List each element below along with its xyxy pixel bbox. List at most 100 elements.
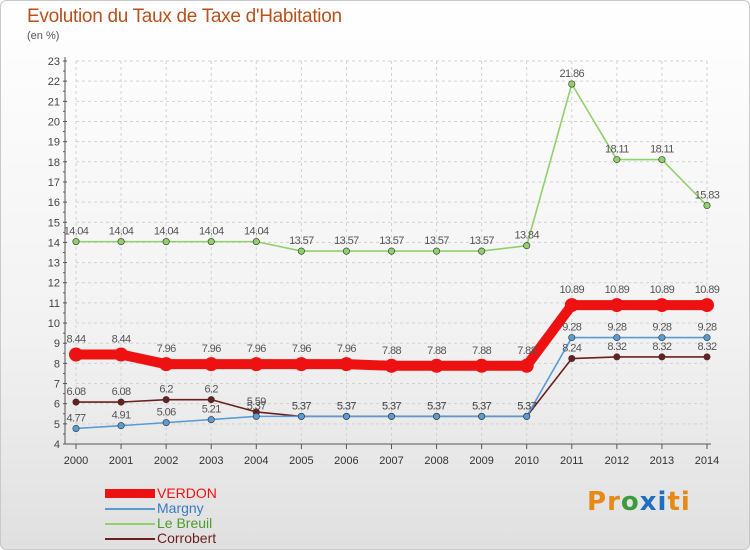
y-tick-label: 6 — [54, 399, 60, 411]
data-label-margny: 5.37 — [517, 400, 536, 412]
data-label-le-breuil: 13.57 — [334, 235, 359, 247]
data-label-verdon: 7.96 — [292, 343, 311, 355]
x-tick-label: 2003 — [199, 455, 223, 467]
point-margny — [252, 412, 260, 420]
point-verdon — [249, 357, 264, 372]
point-margny — [117, 422, 125, 430]
point-verdon — [700, 298, 714, 313]
data-label-corrobert: 6.2 — [159, 384, 173, 396]
legend-label: Corrobert — [157, 530, 217, 546]
point-corrobert — [658, 353, 666, 361]
point-le-breuil — [387, 247, 395, 255]
y-tick-label: 15 — [48, 217, 60, 229]
x-tick-label: 2002 — [154, 455, 178, 467]
point-le-breuil — [613, 156, 621, 164]
y-tick-label: 11 — [49, 298, 60, 310]
data-label-margny: 9.28 — [697, 322, 716, 334]
point-verdon — [114, 347, 129, 362]
y-tick-label: 13 — [48, 258, 60, 270]
y-tick-label: 21 — [48, 96, 60, 108]
logo-letter: i — [657, 487, 668, 517]
data-label-verdon: 7.88 — [382, 345, 401, 357]
x-tick-label: 2009 — [469, 455, 493, 467]
data-label-corrobert: 8.32 — [607, 341, 626, 353]
point-margny — [568, 334, 576, 342]
point-margny — [523, 412, 531, 420]
legend-swatch — [105, 507, 155, 510]
point-verdon — [429, 358, 444, 373]
x-tick-label: 2007 — [379, 455, 403, 467]
point-margny — [207, 416, 215, 424]
data-label-corrobert: 6.2 — [204, 384, 218, 396]
data-label-verdon: 7.96 — [157, 343, 176, 355]
x-tick-label: 2012 — [605, 455, 629, 467]
x-tick-label: 2000 — [64, 455, 88, 467]
data-label-le-breuil: 18.11 — [605, 144, 629, 156]
data-label-margny: 5.21 — [202, 404, 221, 416]
point-verdon — [69, 347, 83, 362]
data-label-margny: 9.28 — [652, 322, 671, 334]
data-label-verdon: 10.89 — [650, 284, 675, 296]
legend-swatch — [105, 489, 155, 498]
data-label-verdon: 7.96 — [202, 343, 221, 355]
x-tick-label: 2008 — [424, 455, 448, 467]
point-verdon — [474, 358, 489, 373]
y-tick-label: 7 — [54, 379, 60, 391]
legend-label: Le Breuil — [157, 515, 213, 531]
proxiti-logo: Proxiti — [587, 487, 691, 517]
data-label-verdon: 8.44 — [66, 333, 85, 345]
data-label-le-breuil: 13.57 — [289, 235, 314, 247]
legend-swatch — [105, 522, 155, 525]
point-margny — [478, 412, 486, 420]
data-label-le-breuil: 14.04 — [244, 226, 269, 238]
point-margny — [387, 412, 395, 420]
data-label-corrobert: 6.08 — [66, 386, 85, 398]
data-label-le-breuil: 13.84 — [514, 230, 539, 242]
data-label-verdon: 10.89 — [560, 284, 585, 296]
point-margny — [658, 334, 666, 342]
point-verdon — [609, 298, 624, 313]
point-le-breuil — [433, 247, 441, 255]
data-label-corrobert: 5.37 — [472, 400, 491, 412]
data-label-verdon: 7.88 — [472, 345, 491, 357]
point-le-breuil — [478, 247, 486, 255]
point-corrobert — [117, 398, 125, 406]
point-corrobert — [568, 355, 576, 363]
y-tick-label: 12 — [48, 278, 60, 290]
legend-item-margny: Margny — [105, 501, 204, 516]
data-label-le-breuil: 14.04 — [154, 226, 179, 238]
point-le-breuil — [658, 156, 666, 164]
point-margny — [703, 334, 711, 342]
legend-item-verdon: VERDON — [105, 486, 217, 501]
x-tick-label: 2005 — [289, 455, 313, 467]
data-label-le-breuil: 18.11 — [650, 144, 674, 156]
data-label-le-breuil: 13.57 — [424, 235, 449, 247]
data-label-le-breuil: 14.04 — [64, 226, 89, 238]
data-label-margny: 5.37 — [472, 400, 491, 412]
data-label-corrobert: 8.32 — [652, 341, 671, 353]
data-label-le-breuil: 14.04 — [199, 226, 224, 238]
point-corrobert — [72, 398, 80, 406]
y-tick-label: 20 — [48, 116, 60, 128]
data-label-le-breuil: 13.57 — [379, 235, 404, 247]
y-tick-label: 17 — [48, 177, 60, 189]
data-label-margny: 5.37 — [427, 400, 446, 412]
point-margny — [342, 412, 350, 420]
point-corrobert — [207, 396, 215, 404]
data-label-corrobert: 8.32 — [697, 341, 716, 353]
logo-letter: t — [667, 487, 681, 517]
point-le-breuil — [72, 238, 80, 246]
point-le-breuil — [297, 247, 305, 255]
data-label-corrobert: 8.24 — [562, 343, 581, 355]
point-le-breuil — [252, 238, 260, 246]
data-label-corrobert: 5.59 — [247, 396, 266, 408]
chart-title: Evolution du Taux de Taxe d'Habitation — [27, 6, 342, 27]
x-tick-label: 2014 — [695, 455, 719, 467]
data-label-margny: 4.91 — [112, 410, 131, 422]
data-label-margny: 9.28 — [607, 322, 626, 334]
data-label-margny: 9.28 — [562, 322, 581, 334]
point-verdon — [519, 358, 534, 373]
y-tick-label: 9 — [54, 338, 60, 350]
data-label-corrobert: 5.37 — [427, 400, 446, 412]
